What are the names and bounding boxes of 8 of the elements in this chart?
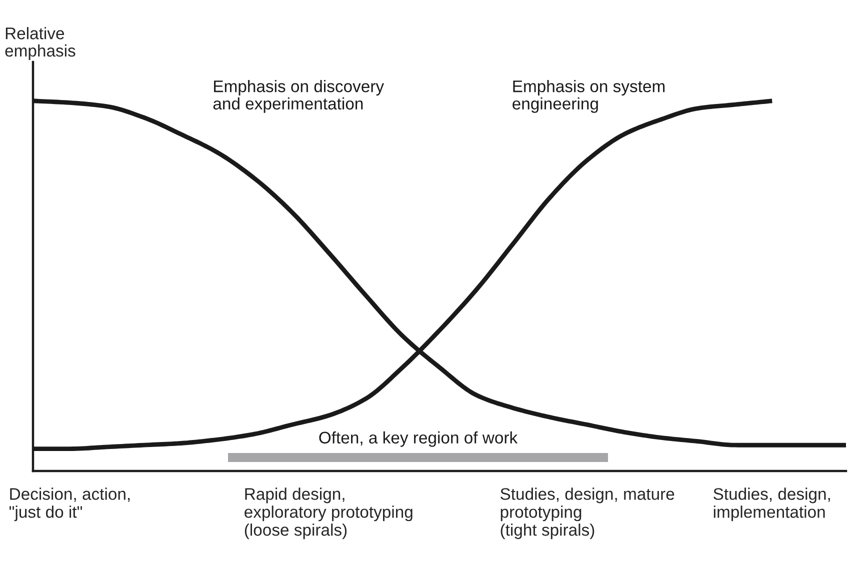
x-tick-label: Studies, design, implementation xyxy=(714,488,830,522)
x-tick-label: Rapid design, exploratory prototyping (loose spirals) xyxy=(244,488,412,540)
y-axis-title: Relative emphasis xyxy=(5,27,76,60)
series-label: Emphasis on discovery and experimentation xyxy=(213,80,384,113)
x-tick-label: Decision, action, "just do it" xyxy=(10,488,130,522)
series-label: Emphasis on system engineering xyxy=(512,80,665,113)
x-tick-label: Studies, design, mature prototyping (tight spirals) xyxy=(500,488,674,540)
annotation: Often, a key region of work xyxy=(319,431,518,447)
